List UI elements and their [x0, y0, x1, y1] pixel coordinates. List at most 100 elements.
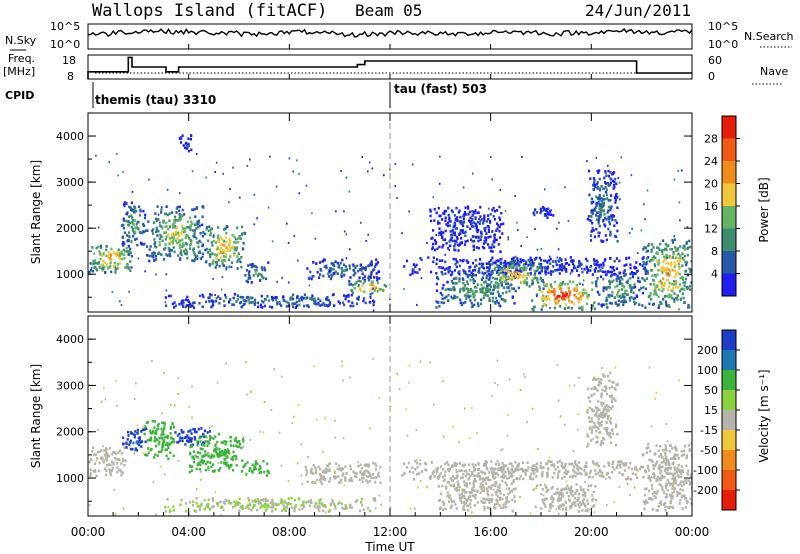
echo-cell	[527, 272, 530, 275]
echo-cell	[622, 298, 626, 302]
echo-cell	[159, 252, 162, 256]
echo-speckle	[592, 210, 595, 213]
echo-cell	[235, 444, 238, 448]
echo-cell	[644, 287, 648, 291]
echo-cell	[109, 469, 112, 473]
echo-cell	[173, 221, 176, 225]
echo-speckle	[690, 260, 692, 263]
echo-cell	[649, 479, 652, 483]
echo-cell	[283, 299, 286, 302]
echo-cell	[595, 378, 598, 381]
echo-cell	[477, 472, 480, 475]
echo-cell	[198, 462, 201, 466]
echo-cell	[168, 219, 171, 222]
echo-cell	[318, 473, 322, 476]
echo-cell	[161, 421, 164, 425]
echo-cell	[630, 296, 633, 299]
echo-cell	[205, 227, 208, 231]
echo-cell	[661, 289, 664, 293]
echo-cell	[474, 273, 477, 277]
echo-speckle	[550, 283, 552, 286]
echo-cell	[259, 502, 262, 505]
echo-cell	[571, 259, 574, 262]
echo-cell	[598, 195, 601, 199]
echo-cell	[531, 468, 534, 472]
echo-cell	[259, 467, 262, 470]
echo-cell	[203, 454, 206, 457]
echo-cell	[216, 454, 219, 457]
echo-cell	[456, 237, 459, 241]
echo-cell	[496, 488, 499, 492]
echo-cell	[471, 273, 474, 276]
echo-cell	[603, 270, 607, 274]
echo-cell	[98, 461, 101, 465]
echo-cell	[166, 441, 169, 445]
echo-cell	[245, 269, 249, 272]
echo-cell	[530, 266, 533, 269]
echo-cell	[499, 496, 502, 500]
echo-cell	[608, 183, 611, 187]
echo-cell	[499, 250, 502, 254]
echo-speckle	[372, 309, 375, 312]
echo-cell	[666, 472, 669, 475]
echo-cell	[249, 263, 252, 266]
echo-cell	[241, 232, 244, 235]
echo-cell	[525, 260, 528, 264]
echo-cell	[503, 275, 506, 279]
echo-cell	[201, 443, 204, 446]
echo-cell	[199, 460, 202, 464]
echo-cell	[644, 502, 647, 505]
echo-cell	[510, 473, 513, 477]
echo-cell	[456, 243, 459, 247]
echo-cell	[562, 495, 565, 498]
echo-cell	[491, 250, 494, 253]
echo-cell	[579, 485, 582, 489]
echo-cell	[137, 205, 141, 208]
echo-cell	[507, 500, 510, 503]
echo-cell	[474, 468, 477, 471]
echo-cell	[326, 468, 329, 472]
echo-cell	[477, 468, 480, 472]
echo-cell	[155, 226, 158, 230]
echo-cell	[475, 246, 478, 249]
echo-cell	[99, 244, 102, 248]
echo-cell	[604, 197, 607, 201]
echo-cell	[211, 304, 215, 307]
echo-cell	[541, 474, 544, 478]
echo-speckle	[444, 253, 446, 256]
echo-cell	[518, 275, 521, 278]
echo-cell	[668, 493, 671, 497]
echo-cell	[483, 505, 486, 509]
echo-cell	[372, 498, 376, 501]
echo-cell	[505, 477, 508, 480]
echo-cell	[502, 222, 505, 226]
echo-cell	[499, 466, 502, 469]
echo-cell	[98, 266, 101, 269]
echo-cell	[103, 454, 106, 457]
echo-cell	[623, 270, 626, 273]
echo-cell	[153, 242, 156, 245]
echo-cell	[316, 478, 319, 482]
echo-cell	[558, 459, 561, 463]
echo-cell	[468, 269, 471, 273]
echo-cell	[363, 267, 366, 270]
echo-cell	[572, 266, 576, 269]
echo-cell	[488, 269, 491, 273]
echo-cell	[584, 257, 588, 261]
echo-cell	[312, 298, 316, 301]
echo-cell	[508, 289, 511, 293]
echo-cell	[458, 243, 461, 246]
echo-cell	[586, 296, 589, 300]
echo-cell	[91, 246, 94, 249]
echo-cell	[374, 467, 378, 471]
echo-cell	[262, 499, 265, 502]
echo-cell	[310, 501, 313, 504]
echo-speckle	[521, 155, 523, 158]
echo-cell	[327, 469, 330, 473]
echo-cell	[243, 299, 246, 302]
echo-cell	[185, 509, 188, 513]
echo-cell	[116, 251, 119, 255]
echo-cell	[533, 269, 536, 273]
echo-cell	[645, 451, 648, 454]
echo-cell	[491, 263, 494, 266]
